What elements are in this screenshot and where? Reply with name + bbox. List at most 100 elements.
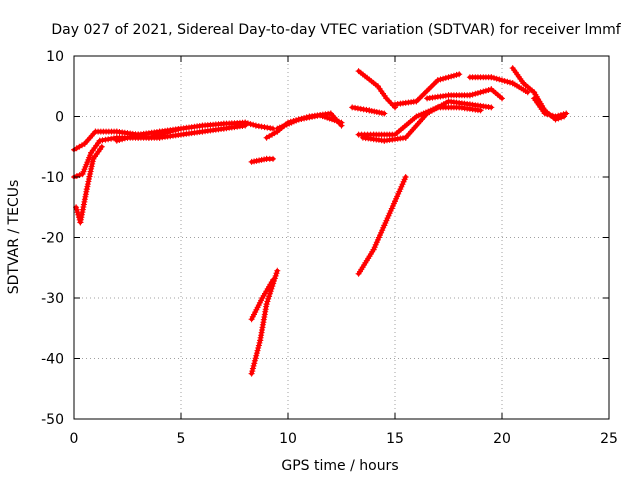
data-point: [496, 76, 503, 83]
data-point: [309, 113, 316, 120]
data-point: [549, 112, 556, 119]
data-point: [557, 112, 564, 118]
data-point: [499, 95, 505, 102]
data-point: [338, 119, 345, 126]
data-point: [252, 355, 259, 362]
data-point: [167, 128, 174, 135]
data-point: [448, 73, 455, 80]
series-arc-16: [349, 104, 388, 117]
series-arc-20: [531, 95, 570, 120]
x-tick-label: 0: [70, 431, 79, 447]
data-point: [450, 72, 457, 79]
data-point: [469, 91, 476, 98]
grid-layer: [74, 56, 609, 419]
data-point: [249, 365, 256, 372]
data-point: [440, 75, 447, 82]
y-tick-label: -40: [41, 352, 64, 368]
data-point: [145, 134, 152, 141]
data-point: [480, 88, 487, 95]
data-point: [175, 126, 182, 133]
y-tick-label: 0: [55, 110, 64, 126]
x-axis-label: GPS time / hours: [281, 458, 398, 474]
y-tick-label: 10: [46, 49, 64, 65]
data-point: [555, 112, 562, 119]
data-point: [162, 130, 168, 137]
data-point: [121, 135, 128, 142]
y-axis-label: SDTVAR / TECUs: [6, 180, 22, 295]
series-arc-18: [466, 74, 531, 96]
y-tick-label: -10: [41, 170, 64, 186]
data-point: [113, 137, 120, 144]
data-point: [172, 127, 179, 134]
series-arc-9: [263, 110, 345, 141]
data-point: [544, 111, 551, 118]
data-point: [552, 113, 559, 120]
series-arc-4: [113, 125, 184, 144]
series-arc-10: [274, 112, 345, 132]
data-point: [541, 110, 548, 117]
data-point: [135, 131, 142, 138]
data-point: [485, 87, 492, 93]
data-point: [272, 272, 279, 279]
y-tick-label: -20: [41, 231, 64, 247]
data-point: [255, 342, 262, 349]
data-point: [250, 121, 257, 128]
data-point: [164, 129, 171, 136]
x-tick-label: 25: [600, 431, 618, 447]
series-arc-7: [248, 267, 281, 377]
data-point: [524, 89, 531, 96]
series-arc-3: [73, 143, 105, 226]
data-point: [547, 112, 554, 118]
data-point: [170, 127, 176, 134]
x-tick-label: 5: [177, 431, 186, 447]
series-arc-12: [355, 68, 398, 111]
data-point: [178, 125, 184, 132]
data-point: [472, 90, 479, 97]
data-point: [482, 87, 489, 94]
series-arc-14: [359, 98, 495, 144]
data-point: [264, 298, 271, 305]
data-point: [119, 136, 126, 143]
series-arc-11: [355, 174, 409, 277]
data-point: [381, 110, 388, 117]
series-arc-5: [242, 119, 276, 132]
data-point: [274, 267, 281, 274]
data-point: [453, 71, 460, 78]
data-point: [488, 74, 495, 81]
data-point: [253, 352, 260, 359]
data-point: [263, 301, 270, 308]
data-point: [266, 293, 273, 300]
axis-layer: 0 5 10 15 20 25 -50 -40 -30 -20 -10 0 10: [41, 49, 618, 447]
series-arc-1: [71, 119, 249, 153]
data-point: [151, 133, 158, 140]
series-line: [510, 66, 567, 122]
data-point: [507, 79, 513, 86]
data-point: [434, 77, 441, 84]
data-point: [499, 77, 505, 84]
data-point: [301, 115, 308, 122]
data-point: [437, 76, 444, 83]
x-tick-label: 10: [279, 431, 297, 447]
data-point: [491, 74, 497, 81]
data-point: [98, 143, 105, 150]
series-layer: [71, 65, 570, 377]
data-point: [251, 360, 258, 367]
data-point: [504, 78, 511, 85]
x-tick-label: 20: [493, 431, 511, 447]
data-point: [148, 133, 155, 140]
data-point: [129, 133, 136, 140]
data-point: [264, 124, 271, 131]
series-arc-8: [248, 276, 276, 323]
y-tick-label: -30: [41, 291, 64, 307]
data-point: [270, 276, 276, 283]
data-point: [474, 90, 481, 97]
data-point: [501, 78, 508, 84]
data-point: [442, 74, 449, 81]
data-point: [242, 119, 249, 126]
data-point: [116, 136, 123, 143]
series-arc-15: [392, 71, 463, 108]
chart-title: Day 027 of 2021, Sidereal Day-to-day VTE…: [51, 22, 621, 38]
data-point: [73, 173, 80, 179]
